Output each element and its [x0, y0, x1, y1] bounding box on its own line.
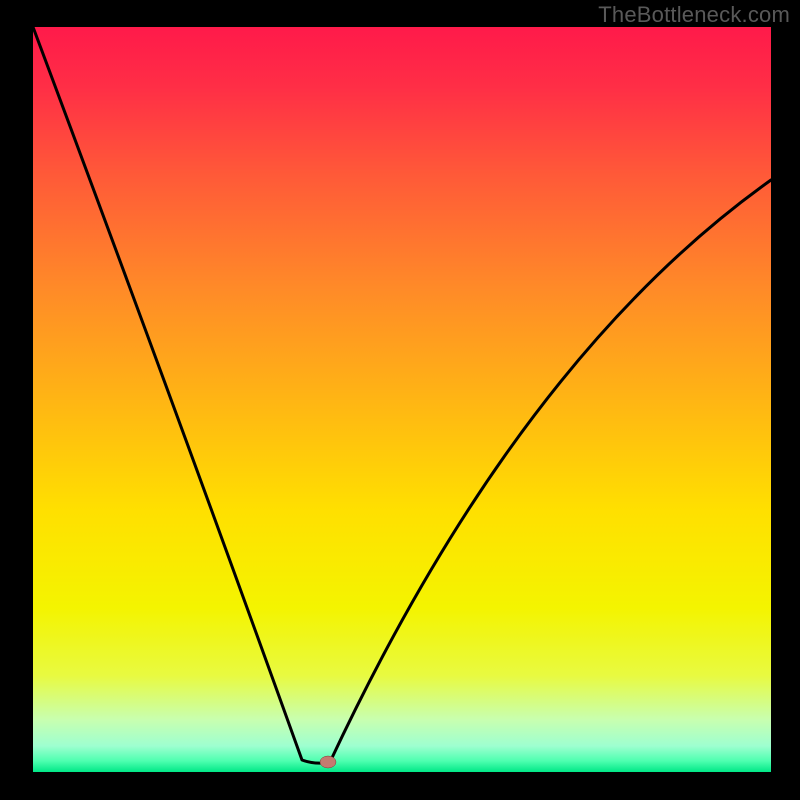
optimum-marker	[320, 756, 336, 768]
watermark-text: TheBottleneck.com	[598, 2, 790, 28]
bottleneck-chart	[0, 0, 800, 800]
chart-container: TheBottleneck.com	[0, 0, 800, 800]
plot-background	[33, 27, 771, 772]
